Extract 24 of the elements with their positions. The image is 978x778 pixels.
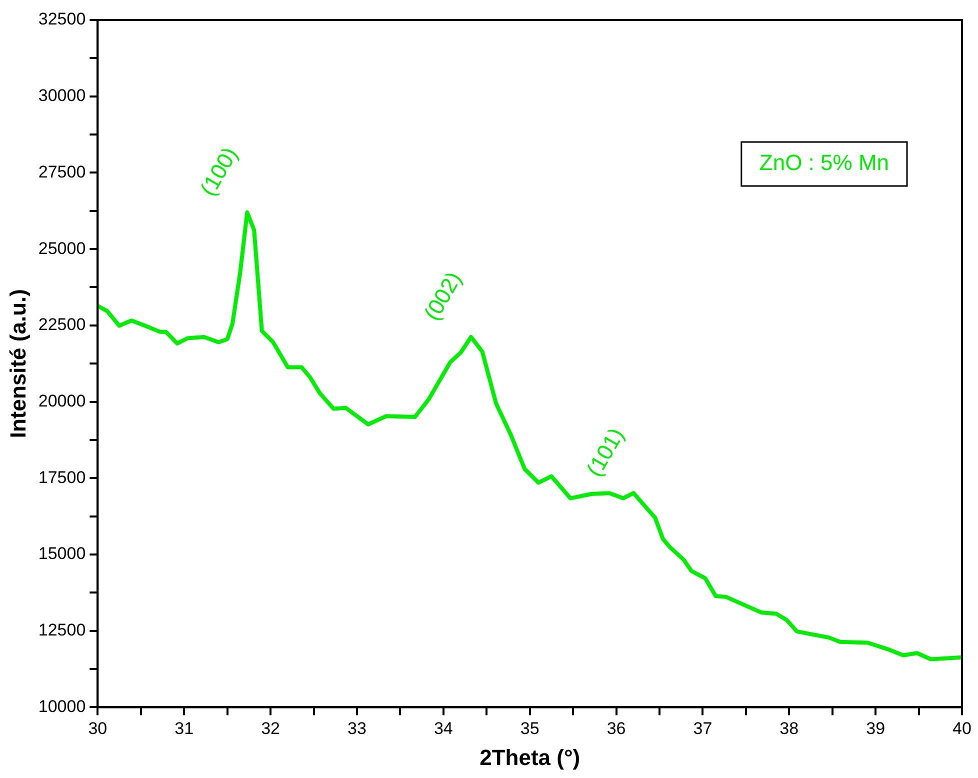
y-axis-title: Intensité (a.u.) [5, 289, 30, 438]
x-tick-label: 34 [434, 719, 453, 738]
y-tick-label: 20000 [38, 391, 86, 410]
x-tick-label: 40 [952, 719, 972, 738]
y-tick-label: 12500 [38, 620, 86, 640]
y-tick-label: 27500 [38, 162, 86, 182]
x-tick-label: 38 [780, 719, 799, 738]
x-tick-label: 32 [261, 719, 280, 738]
x-tick-label: 31 [174, 719, 194, 738]
x-tick-label: 37 [693, 719, 712, 738]
x-tick-label: 39 [866, 719, 886, 738]
x-tick-label: 35 [520, 719, 540, 738]
x-tick-label: 33 [348, 719, 366, 738]
x-tick-label: 30 [88, 719, 108, 738]
y-tick-label: 10000 [38, 696, 86, 716]
y-tick-label: 32500 [38, 10, 86, 29]
x-tick-label: 36 [606, 719, 626, 738]
text: ZnO : 5% Mn [759, 150, 889, 176]
y-tick-label: 15000 [38, 544, 86, 564]
x-axis-title: 2Theta (°) [480, 744, 580, 770]
y-tick-label: 25000 [38, 238, 86, 258]
y-tick-label: 17500 [38, 468, 86, 487]
y-tick-label: 22500 [38, 315, 86, 334]
y-tick-label: 30000 [38, 86, 86, 106]
